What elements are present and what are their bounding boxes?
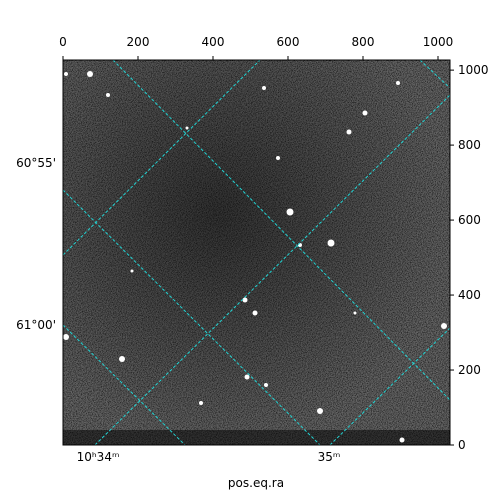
x-tick-label: 1000: [423, 35, 454, 49]
x-tick-label: 800: [352, 35, 375, 49]
axes-frame: [62, 59, 451, 446]
x-axis-label: pos.eq.ra: [228, 476, 284, 490]
x-tick-label: 200: [127, 35, 150, 49]
y-tick-label: 400: [458, 288, 481, 302]
y-tick-label: 600: [458, 213, 481, 227]
x-tick-label: 0: [59, 35, 67, 49]
y-tick-label: 0: [458, 438, 466, 452]
ra-tick-label: 10ʰ34ᵐ: [77, 450, 120, 464]
coordinate-grid: [63, 60, 450, 445]
ra-tick-label: 35ᵐ: [318, 450, 341, 464]
dec-tick-label: 60°55': [16, 156, 56, 170]
y-tick-label: 1000: [458, 63, 489, 77]
y-tick-label: 800: [458, 138, 481, 152]
dec-tick-label: 61°00': [16, 318, 56, 332]
sky-image: [63, 60, 450, 445]
x-tick-label: 400: [202, 35, 225, 49]
x-tick-label: 600: [277, 35, 300, 49]
y-tick-label: 200: [458, 363, 481, 377]
